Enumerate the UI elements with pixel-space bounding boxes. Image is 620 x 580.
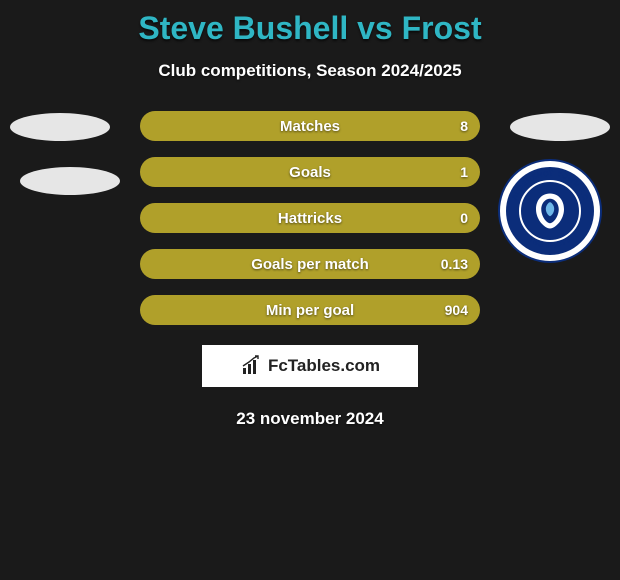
stat-bar: Goals per match 0.13	[140, 249, 480, 279]
fctables-logo[interactable]: FcTables.com	[202, 345, 418, 387]
svg-text:THE SHOTS: THE SHOTS	[527, 236, 572, 250]
stat-bar: Matches 8	[140, 111, 480, 141]
page-subtitle: Club competitions, Season 2024/2025	[0, 61, 620, 81]
stat-value: 904	[445, 302, 468, 318]
stat-label: Min per goal	[266, 302, 354, 319]
stat-label: Hattricks	[278, 210, 342, 227]
svg-text:ALDERSHOT TOWN F.C: ALDERSHOT TOWN F.C	[510, 169, 591, 202]
stat-bar: Min per goal 904	[140, 295, 480, 325]
comparison-content: ALDERSHOT TOWN F.C THE SHOTS Matches 8 Goa…	[0, 111, 620, 429]
stat-label: Goals per match	[251, 256, 369, 273]
stat-label: Matches	[280, 118, 340, 135]
player1-photo-placeholder	[10, 113, 110, 141]
badge-ring-text: ALDERSHOT TOWN F.C THE SHOTS	[506, 167, 594, 255]
page-title: Steve Bushell vs Frost	[0, 0, 620, 47]
player1-club-placeholder	[20, 167, 120, 195]
player2-photo-placeholder	[510, 113, 610, 141]
fctables-logo-text: FcTables.com	[268, 356, 380, 376]
stat-label: Goals	[289, 164, 331, 181]
stat-value: 0.13	[441, 256, 468, 272]
player2-club-badge: ALDERSHOT TOWN F.C THE SHOTS	[500, 161, 600, 261]
stat-bar: Hattricks 0	[140, 203, 480, 233]
bar-chart-icon	[240, 354, 264, 378]
stat-bars: Matches 8 Goals 1 Hattricks 0 Goals per match 0…	[140, 111, 480, 325]
stat-value: 8	[460, 118, 468, 134]
stat-value: 0	[460, 210, 468, 226]
snapshot-date: 23 november 2024	[0, 409, 620, 429]
stat-value: 1	[460, 164, 468, 180]
stat-bar: Goals 1	[140, 157, 480, 187]
